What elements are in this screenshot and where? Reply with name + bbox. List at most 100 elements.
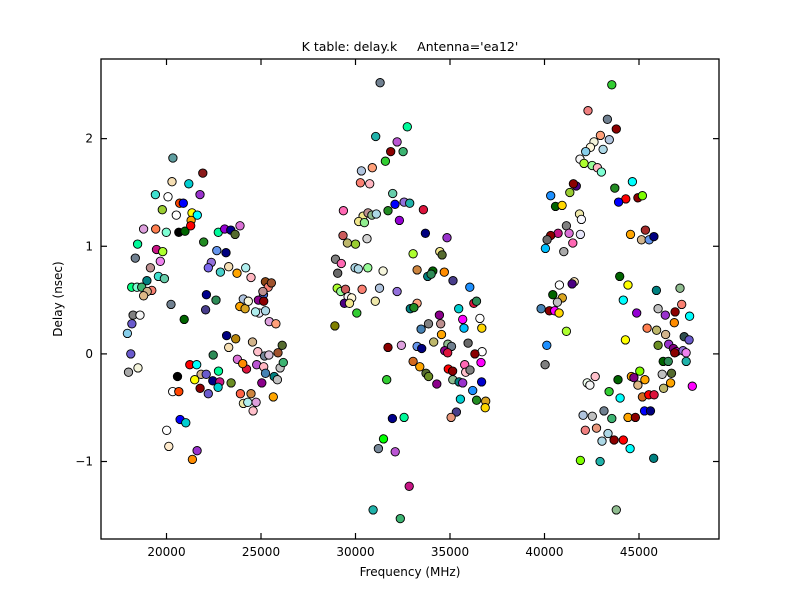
data-point <box>350 239 361 249</box>
data-point <box>649 390 659 400</box>
data-point <box>423 371 434 382</box>
data-point <box>151 224 161 234</box>
data-point <box>181 418 191 428</box>
x-tick-label: 20000 <box>147 545 185 559</box>
data-point <box>439 267 449 277</box>
data-point <box>615 393 625 403</box>
data-point <box>615 271 625 282</box>
data-point <box>266 278 277 288</box>
data-point <box>684 335 694 345</box>
data-point <box>651 325 662 335</box>
y-tick-label: 1 <box>85 239 93 253</box>
data-point <box>651 285 662 296</box>
data-point <box>371 209 381 219</box>
data-point <box>388 188 398 199</box>
data-point <box>591 423 602 433</box>
data-point <box>669 318 679 328</box>
data-point <box>658 383 669 393</box>
data-point <box>126 349 136 359</box>
data-point <box>168 153 178 163</box>
data-point <box>264 350 274 360</box>
data-point <box>613 197 624 207</box>
data-point <box>405 198 415 208</box>
data-point <box>198 168 208 178</box>
data-point <box>221 248 231 258</box>
data-point <box>434 310 445 320</box>
data-point <box>426 269 436 279</box>
data-point <box>155 256 165 266</box>
data-point <box>670 348 680 358</box>
data-point <box>257 378 267 388</box>
data-point <box>404 481 414 491</box>
data-point <box>190 375 200 385</box>
data-point <box>567 279 577 289</box>
data-point <box>575 455 586 466</box>
data-point <box>657 369 667 379</box>
data-point <box>442 233 452 243</box>
data-point <box>579 158 589 169</box>
data-point <box>247 337 258 347</box>
data-point <box>145 263 156 273</box>
data-point <box>241 263 251 273</box>
data-point <box>355 178 366 188</box>
data-point <box>542 340 552 350</box>
data-point <box>174 386 184 397</box>
data-point <box>186 221 196 231</box>
data-point <box>192 446 202 456</box>
data-point <box>471 395 482 405</box>
data-point <box>633 380 643 390</box>
data-point <box>195 383 205 393</box>
data-point <box>398 146 408 157</box>
data-point <box>123 367 134 377</box>
y-tick-label: −1 <box>75 455 93 469</box>
data-point <box>632 308 642 318</box>
data-point <box>620 335 631 345</box>
data-point <box>443 348 453 358</box>
data-point <box>243 397 253 407</box>
axis-ticks: 20000 25000 30000 35000 40000 45000 −1 0 1 2 <box>75 59 719 559</box>
data-point <box>610 183 620 193</box>
data-point <box>158 246 168 257</box>
data-point <box>383 342 393 353</box>
data-point <box>580 425 590 435</box>
data-point <box>684 311 695 321</box>
data-point <box>536 304 546 314</box>
data-point <box>226 378 236 388</box>
data-point <box>159 273 170 284</box>
data-point <box>161 227 171 237</box>
data-point <box>392 286 402 297</box>
data-point <box>363 263 373 273</box>
data-point <box>353 264 363 274</box>
data-point <box>371 131 381 142</box>
data-point <box>378 434 389 444</box>
data-point <box>243 296 253 306</box>
data-point <box>607 413 617 424</box>
data-point <box>333 268 343 278</box>
data-point <box>338 230 348 241</box>
data-point <box>396 340 407 350</box>
data-point <box>232 268 242 278</box>
x-tick-label: 30000 <box>336 545 374 559</box>
data-point <box>459 323 469 333</box>
data-point <box>642 323 652 333</box>
data-point <box>375 78 385 88</box>
data-point <box>235 389 246 399</box>
data-point <box>142 276 152 286</box>
data-point <box>399 412 409 423</box>
data-point <box>446 412 456 423</box>
data-point <box>122 328 133 339</box>
data-point <box>387 413 398 424</box>
data-point <box>625 229 636 240</box>
data-point <box>201 369 211 379</box>
data-point <box>415 362 425 372</box>
data-point <box>590 371 600 382</box>
data-point <box>344 298 355 308</box>
data-point <box>595 456 605 467</box>
data-point <box>630 412 641 423</box>
data-point <box>167 177 177 187</box>
data-point <box>162 425 172 435</box>
data-point <box>455 394 466 404</box>
data-point <box>561 326 572 336</box>
